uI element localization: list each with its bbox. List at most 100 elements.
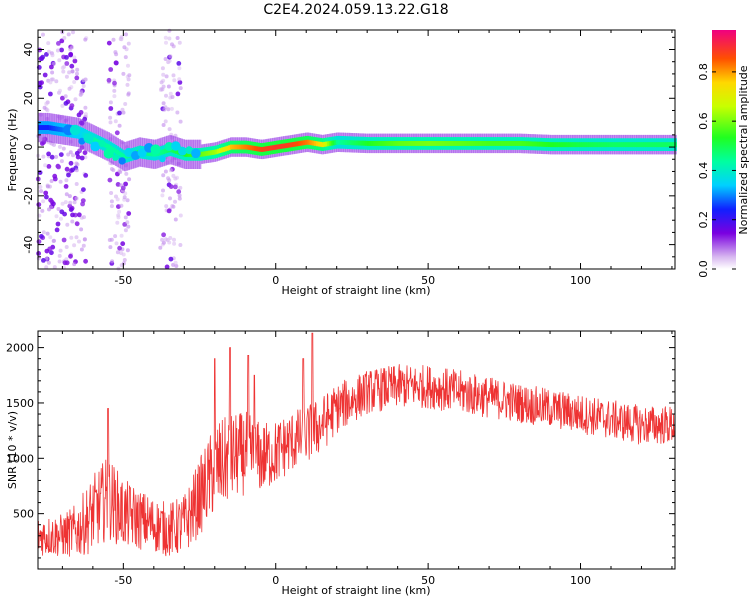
ridge-core [116,150,120,155]
snr-panel: -50 0 50 100 500 1000 1500 2000 Height of stra… [6,330,676,597]
noise-speck [72,262,77,267]
noise-speck [168,256,174,262]
x-tick-label: 100 [570,574,591,587]
ridge-core [487,141,491,146]
ridge-core [392,141,396,146]
ridge-core [467,141,471,146]
noise-speck [168,196,172,201]
colorbar-ticks: 0.0 0.2 0.4 0.6 0.8 [697,63,736,278]
noise-speck [39,56,45,61]
y-tick-label: 1500 [6,397,34,410]
ridge-core [595,142,599,148]
ridge-core [659,142,663,148]
noise-speck [71,153,75,158]
noise-speck [71,30,75,35]
ridge-core [96,139,99,144]
ridge-core [403,141,407,146]
ridge-core [615,142,619,148]
noise-speck [68,253,73,259]
x-tick-label: 100 [570,274,591,287]
ridge-core [123,154,127,160]
ridge-core [314,141,317,146]
ridge-core [542,141,546,147]
ridge-core [374,141,377,146]
ridge-core [667,142,670,148]
noise-speck [46,151,51,157]
ridge-core [456,141,460,146]
ridge-core [385,141,388,146]
noise-speck [109,199,114,204]
noise-speck [62,260,68,266]
ridge-core [672,142,676,148]
ridge-core [476,141,480,146]
noise-speck [41,32,45,37]
noise-speck [119,203,124,208]
noise-speck [119,233,124,238]
ridge-core [423,141,427,146]
ridge-core [484,141,487,146]
noise-speck [76,112,82,118]
ridge-core [482,141,485,146]
ridge-core [237,144,240,150]
ridge-core [588,142,591,148]
noise-speck [69,235,74,240]
noise-speck [173,217,178,222]
noise-speck [52,142,56,147]
ridge-core [449,141,452,146]
y-tick-label: 1000 [6,452,34,465]
noise-speck [72,55,77,60]
noise-speck [109,204,114,209]
noise-speck [121,252,126,257]
noise-speck [161,101,166,106]
noise-speck [76,212,82,218]
noise-speck [57,253,62,258]
ridge-core [599,142,602,148]
ridge-core [511,141,515,146]
ridge-core [637,142,641,148]
ridge-core [420,141,423,146]
ridge-core [301,140,304,146]
ridge-core [411,141,414,146]
x-tick-label: -50 [114,274,132,287]
ridge-core [519,141,522,146]
noise-speck [164,264,170,270]
spectrogram-y-ticks: -40 -20 0 20 40 [22,36,675,270]
ridge-core [118,151,121,157]
noise-speck [49,154,55,160]
ridge-core [436,141,440,146]
ridge-core [586,142,590,148]
y-tick-label: -40 [22,236,35,254]
ridge-core [94,138,98,144]
ridge-core [122,153,125,159]
spectrogram-y-label: Frequency (Hz) [6,109,19,192]
noise-speck [79,155,85,161]
ridge-core [52,126,56,131]
ridge-core [427,141,430,146]
noise-speck [52,265,57,270]
ridge-core [358,140,361,146]
noise-speck [43,163,48,168]
noise-speck [48,197,53,203]
noise-speck [51,201,56,207]
ridge-core [603,142,606,148]
snr-series [37,332,676,557]
ridge-core [561,142,564,148]
ridge-core [347,140,350,146]
ridge-core [321,142,324,148]
ridge-core [380,141,383,146]
noise-speck [168,236,173,240]
spectrogram-x-ticks: -50 0 50 100 [61,30,673,287]
noise-speck [67,70,72,75]
ridge-core [661,142,665,148]
noise-speck [72,200,77,205]
noise-speck [125,220,130,225]
ridge-core [204,151,207,157]
ridge-core [319,141,323,147]
noise-speck [70,167,75,173]
noise-speck [164,40,168,45]
spectrogram-ridge [38,112,677,172]
noise-speck [121,261,126,266]
ridge-core [206,150,209,156]
noise-speck [168,91,173,96]
ridge-core [464,141,467,146]
